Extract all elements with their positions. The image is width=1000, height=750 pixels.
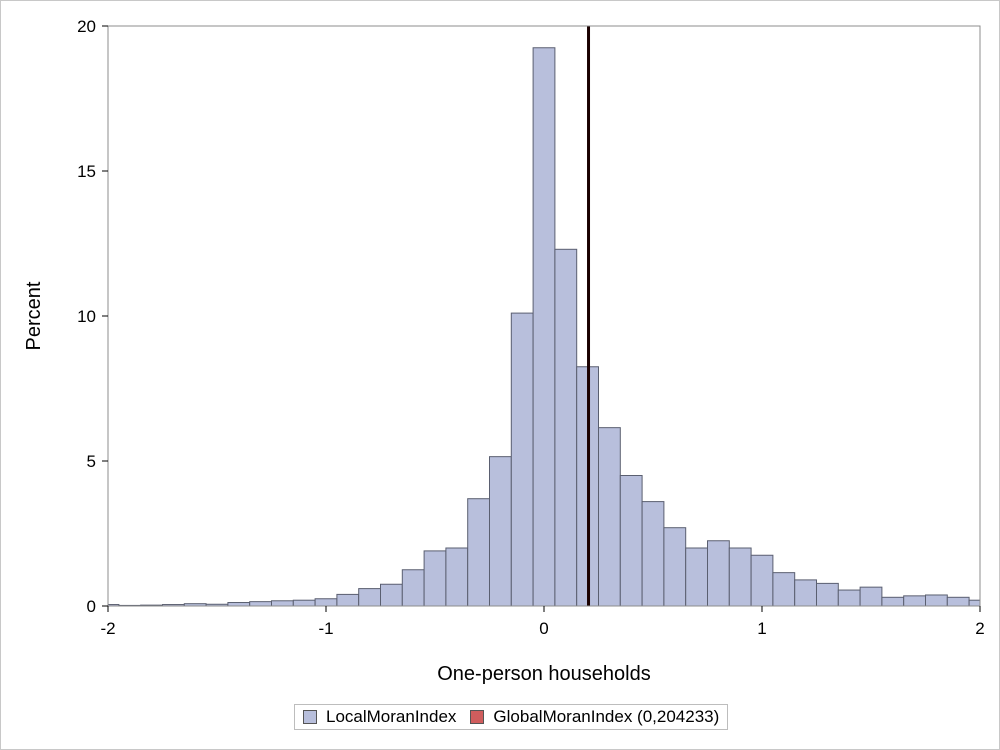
legend: LocalMoranIndex GlobalMoranIndex (0,2042… xyxy=(294,704,729,730)
histogram-bar xyxy=(881,596,905,606)
histogram-bar xyxy=(445,547,469,606)
histogram-bar xyxy=(794,579,818,606)
histogram-bar xyxy=(728,547,752,606)
histogram-bar xyxy=(489,456,512,606)
y-axis-label: Percent xyxy=(23,281,45,350)
histogram-bar xyxy=(271,600,294,606)
histogram-bar xyxy=(532,47,556,606)
histogram-bar xyxy=(619,475,643,606)
histogram-bar xyxy=(707,540,730,606)
legend-swatch-global xyxy=(470,710,485,724)
legend-label-local: LocalMoranIndex xyxy=(326,707,457,726)
histogram-bar xyxy=(249,601,272,606)
histogram-bar xyxy=(859,586,883,606)
histogram-bar xyxy=(358,588,382,606)
legend-item-global: GlobalMoranIndex (0,204233) xyxy=(470,707,719,727)
histogram-bar xyxy=(554,248,578,606)
histogram-bar xyxy=(641,501,665,606)
y-tick-label: 20 xyxy=(77,17,96,36)
x-tick-label: 1 xyxy=(757,619,766,638)
x-tick-label: -2 xyxy=(100,619,115,638)
y-tick-label: 10 xyxy=(77,307,96,326)
legend-item-local: LocalMoranIndex xyxy=(303,707,456,727)
histogram-bar xyxy=(750,554,774,606)
histogram-bar xyxy=(292,599,316,606)
histogram-bar xyxy=(925,594,948,606)
x-tick-label: -1 xyxy=(318,619,333,638)
legend-label-global: GlobalMoranIndex (0,204233) xyxy=(493,707,720,726)
histogram-bar xyxy=(685,547,709,606)
histogram-bar xyxy=(837,589,861,606)
histogram-bar xyxy=(314,598,338,606)
histogram-bar xyxy=(598,427,621,606)
y-tick-label: 5 xyxy=(87,452,96,471)
legend-swatch-local xyxy=(303,710,317,724)
y-tick-label: 0 xyxy=(87,597,96,616)
histogram-bar xyxy=(423,550,447,606)
histogram-bar xyxy=(380,583,403,606)
histogram-bar xyxy=(336,593,360,606)
histogram-bar xyxy=(946,596,970,606)
histogram-bar xyxy=(903,595,927,606)
histogram-bar xyxy=(510,312,534,606)
bars-group xyxy=(108,47,980,606)
x-tick-label: 0 xyxy=(539,619,548,638)
histogram-bar xyxy=(816,582,839,606)
histogram-bar xyxy=(663,527,687,606)
histogram-bar xyxy=(772,572,796,606)
histogram-bar xyxy=(227,602,251,606)
histogram-bar xyxy=(401,569,425,606)
x-axis-label: One-person households xyxy=(437,663,650,685)
x-tick-label: 2 xyxy=(975,619,984,638)
histogram-bar xyxy=(467,498,491,606)
y-tick-label: 15 xyxy=(77,162,96,181)
